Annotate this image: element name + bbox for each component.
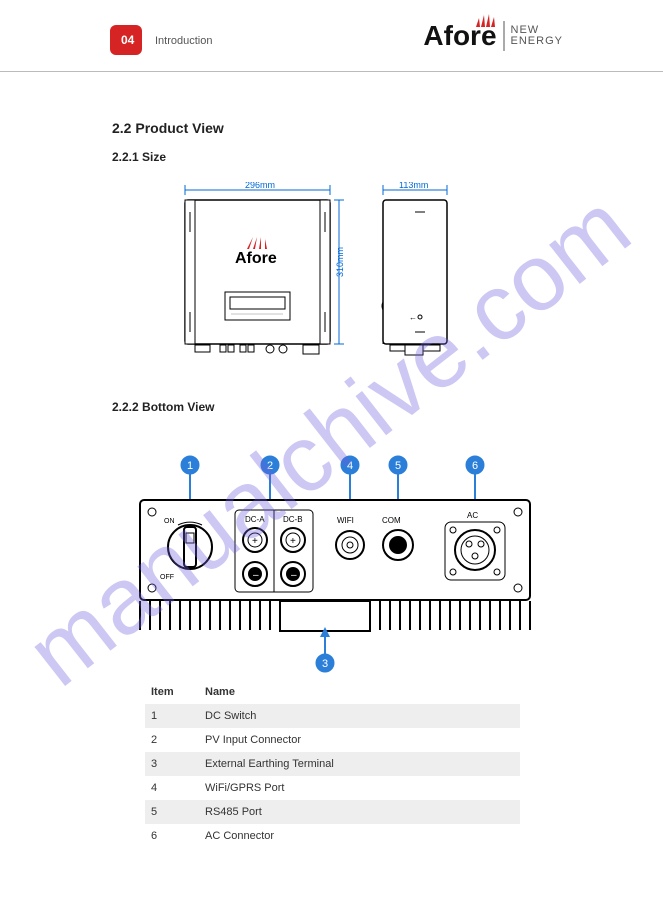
callout-4: 4	[347, 460, 353, 472]
ac-label: AC	[467, 511, 478, 520]
cell-name: RS485 Port	[205, 806, 520, 818]
side-depth-label: 113mm	[399, 182, 428, 190]
cell-name: WiFi/GPRS Port	[205, 782, 520, 794]
th-name: Name	[205, 686, 520, 698]
side-view-drawing: 113mm ←	[375, 182, 485, 362]
dca-label: DC-A	[245, 515, 265, 524]
pv-connector-b-pos: +	[281, 528, 305, 552]
callout-3: 3	[322, 658, 328, 670]
svg-text:+: +	[252, 536, 258, 547]
svg-text:+: +	[290, 536, 296, 547]
table-row: 6 AC Connector	[145, 824, 520, 848]
dimension-figures: 296mm 310mm Afore	[175, 182, 485, 362]
device-logo-text: Afore	[235, 250, 277, 267]
switch-on-label: ON	[164, 518, 175, 525]
com-label: COM	[382, 516, 401, 525]
heatsink-fins	[140, 601, 530, 631]
callout-6: 6	[472, 460, 478, 472]
table-row: 3 External Earthing Terminal	[145, 752, 520, 776]
page-number: 04	[121, 33, 134, 47]
table-row: 2 PV Input Connector	[145, 728, 520, 752]
svg-text:–: –	[253, 570, 259, 581]
cell-item: 3	[145, 758, 205, 770]
table-row: 5 RS485 Port	[145, 800, 520, 824]
svg-text:←: ←	[409, 313, 417, 322]
cell-name: PV Input Connector	[205, 734, 520, 746]
bottom-view-drawing: 1 2 4 5 6 ON OFF DC-A	[120, 455, 550, 675]
logo-divider	[503, 21, 505, 51]
afore-wordmark: Afore	[423, 20, 496, 52]
callout-table: Item Name 1 DC Switch 2 PV Input Connect…	[145, 680, 520, 848]
switch-off-label: OFF	[160, 574, 174, 581]
cell-name: DC Switch	[205, 710, 520, 722]
pv-connector-b-neg: –	[281, 562, 305, 586]
brand-tagline-line2: ENERGY	[511, 36, 563, 47]
front-height-label: 310mm	[335, 247, 345, 277]
wifi-label: WIFI	[337, 516, 354, 525]
section-size: 2.2.1 Size	[112, 150, 166, 164]
section-bottom-view: 2.2.2 Bottom View	[112, 400, 214, 414]
front-view-drawing: 296mm 310mm Afore	[175, 182, 345, 362]
brand-logo: Afore NEW ENERGY	[423, 20, 563, 52]
callout-1: 1	[187, 460, 193, 472]
cell-item: 4	[145, 782, 205, 794]
cell-item: 5	[145, 806, 205, 818]
front-width-label: 296mm	[245, 182, 275, 190]
pv-connector-a-neg: –	[243, 562, 267, 586]
cell-name: AC Connector	[205, 830, 520, 842]
svg-text:–: –	[291, 570, 297, 581]
cell-item: 6	[145, 830, 205, 842]
breadcrumb: Introduction	[155, 35, 212, 47]
table-row: 4 WiFi/GPRS Port	[145, 776, 520, 800]
cell-item: 1	[145, 710, 205, 722]
table-row: 1 DC Switch	[145, 704, 520, 728]
callout-2: 2	[267, 460, 273, 472]
page-header: 04 Introduction Afore NEW ENERGY	[0, 0, 663, 72]
section-product-view: 2.2 Product View	[112, 120, 224, 136]
pv-connector-a-pos: +	[243, 528, 267, 552]
dcb-label: DC-B	[283, 515, 303, 524]
callout-5: 5	[395, 460, 401, 472]
table-header-row: Item Name	[145, 680, 520, 704]
cell-name: External Earthing Terminal	[205, 758, 520, 770]
cell-item: 2	[145, 734, 205, 746]
brand-tagline: NEW ENERGY	[511, 25, 563, 47]
th-item: Item	[145, 686, 205, 698]
sun-icon	[475, 14, 497, 28]
